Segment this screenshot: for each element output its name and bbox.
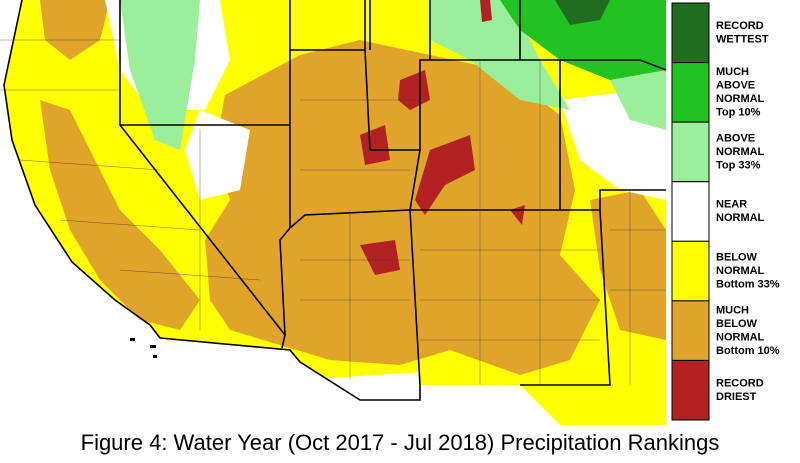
- dry-region: [205, 40, 600, 375]
- legend-label: NEAR: [716, 199, 747, 211]
- dry-region: [40, 100, 200, 330]
- border: [119, 0, 290, 349]
- legend-swatch: [671, 300, 710, 361]
- legend-label: Top 33%: [716, 159, 761, 171]
- dry-region: [590, 190, 666, 340]
- near-normal: [300, 372, 420, 400]
- legend-label: MUCH: [716, 304, 749, 316]
- legend-label: DRIEST: [716, 391, 757, 403]
- caption: Figure 4: Water Year (Oct 2017 - Jul 201…: [81, 430, 720, 455]
- legend-label: NORMAL: [716, 265, 765, 277]
- border: [409, 149, 666, 386]
- legend-swatch: [671, 2, 710, 64]
- legend-label: Bottom 33%: [716, 278, 780, 290]
- dry-region: [40, 0, 110, 60]
- record-driest-patch: [415, 135, 475, 215]
- legend-label: BELOW: [716, 318, 758, 330]
- legend-swatch: [671, 62, 710, 123]
- near-normal: [185, 110, 250, 200]
- above-normal: [120, 0, 200, 150]
- border: [279, 0, 421, 386]
- legend-label: RECORD: [716, 377, 764, 389]
- legend-label: ABOVE: [716, 80, 755, 92]
- legend-label: NORMAL: [716, 93, 765, 105]
- county-line: [0, 39, 666, 385]
- legend-label: NORMAL: [716, 331, 765, 343]
- legend-swatch: [671, 121, 710, 183]
- legend-label: NORMAL: [716, 146, 765, 158]
- county-borders: [0, 39, 666, 385]
- island: [150, 345, 156, 348]
- legend-swatch: [671, 240, 710, 302]
- legend-label: NORMAL: [716, 212, 765, 224]
- island: [130, 338, 135, 341]
- above-normal: [430, 0, 570, 110]
- record-driest-patch: [360, 240, 400, 275]
- border: [159, 0, 561, 401]
- record-wettest: [555, 0, 610, 25]
- legend-label: BELOW: [716, 251, 758, 263]
- map: [0, 0, 667, 425]
- legend-label: Top 10%: [716, 107, 761, 119]
- islands: [130, 338, 157, 358]
- state-borders: [3, 0, 667, 401]
- legend-swatch: [671, 181, 710, 242]
- record-driest: [360, 0, 525, 275]
- record-driest-patch: [360, 125, 390, 165]
- legend-label: Bottom 10%: [716, 345, 780, 357]
- legend-label: MUCH: [716, 66, 749, 78]
- legend-label: WETTEST: [716, 33, 769, 45]
- legend-label: RECORD: [716, 20, 764, 32]
- record-driest-patch: [480, 0, 492, 22]
- legend-swatch: [671, 359, 710, 421]
- legend-label: ABOVE: [716, 132, 755, 144]
- island: [153, 355, 157, 358]
- border: [3, 0, 161, 339]
